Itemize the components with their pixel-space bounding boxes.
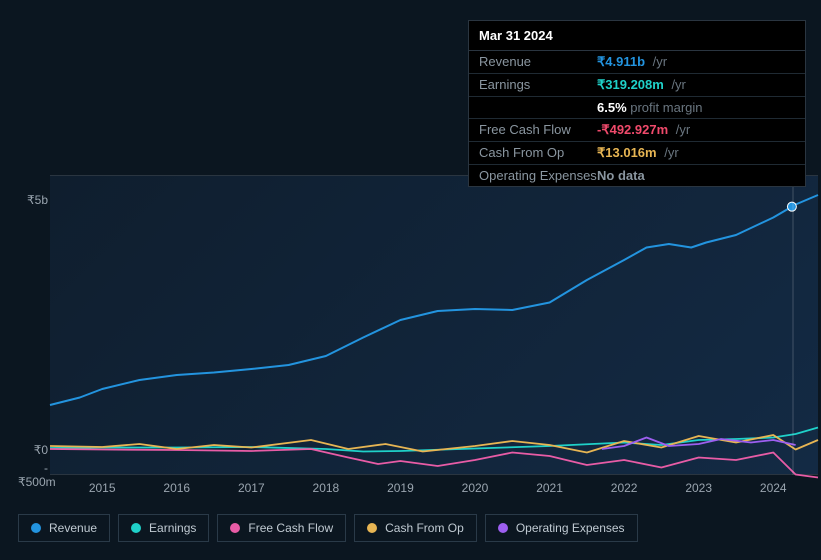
chart: ₹5b₹0-₹500m 2015201620172018201920202021…	[18, 175, 818, 475]
tooltip-row: Revenue₹4.911b /yr	[469, 51, 805, 74]
hover-marker	[792, 175, 794, 475]
x-axis-tick: 2015	[89, 481, 116, 495]
tooltip-row: Free Cash Flow-₹492.927m /yr	[469, 119, 805, 142]
tooltip-label: Earnings	[479, 77, 597, 93]
x-axis-tick: 2020	[462, 481, 489, 495]
tooltip-subrow: 6.5% profit margin	[469, 97, 805, 119]
legend-item[interactable]: Cash From Op	[354, 514, 477, 542]
x-axis-tick: 2019	[387, 481, 414, 495]
x-axis-tick: 2021	[536, 481, 563, 495]
y-axis-tick: -₹500m	[18, 461, 48, 489]
tooltip-label: Operating Expenses	[479, 168, 597, 183]
tooltip-label: Cash From Op	[479, 145, 597, 161]
tooltip-row: Cash From Op₹13.016m /yr	[469, 142, 805, 165]
chart-lines	[50, 175, 818, 475]
legend-dot	[498, 523, 508, 533]
series-line	[50, 195, 818, 405]
y-axis-tick: ₹5b	[18, 193, 48, 207]
x-axis-tick: 2018	[313, 481, 340, 495]
hover-tooltip: Mar 31 2024 Revenue₹4.911b /yrEarnings₹3…	[468, 20, 806, 187]
tooltip-value: ₹319.208m	[597, 77, 664, 92]
legend-dot	[367, 523, 377, 533]
legend-label: Cash From Op	[385, 521, 464, 535]
legend-item[interactable]: Operating Expenses	[485, 514, 638, 542]
x-axis-tick: 2023	[685, 481, 712, 495]
tooltip-value: ₹4.911b	[597, 54, 645, 69]
x-axis-tick: 2022	[611, 481, 638, 495]
legend: Revenue Earnings Free Cash Flow Cash From O…	[18, 514, 638, 542]
x-axis-tick: 2024	[760, 481, 787, 495]
legend-label: Earnings	[149, 521, 196, 535]
legend-item[interactable]: Revenue	[18, 514, 110, 542]
tooltip-label: Free Cash Flow	[479, 122, 597, 138]
tooltip-value: ₹13.016m	[597, 145, 657, 160]
y-axis-tick: ₹0	[18, 443, 48, 457]
legend-label: Revenue	[49, 521, 97, 535]
tooltip-date: Mar 31 2024	[469, 21, 805, 51]
tooltip-value: -₹492.927m	[597, 122, 668, 137]
x-axis-tick: 2017	[238, 481, 265, 495]
legend-dot	[31, 523, 41, 533]
legend-label: Operating Expenses	[516, 521, 625, 535]
legend-dot	[131, 523, 141, 533]
tooltip-row: Operating ExpensesNo data	[469, 165, 805, 186]
tooltip-label: Revenue	[479, 54, 597, 70]
legend-label: Free Cash Flow	[248, 521, 333, 535]
x-axis-tick: 2016	[163, 481, 190, 495]
legend-dot	[230, 523, 240, 533]
series-line	[50, 449, 818, 478]
tooltip-value: No data	[597, 168, 645, 183]
legend-item[interactable]: Earnings	[118, 514, 209, 542]
tooltip-row: Earnings₹319.208m /yr	[469, 74, 805, 97]
legend-item[interactable]: Free Cash Flow	[217, 514, 346, 542]
